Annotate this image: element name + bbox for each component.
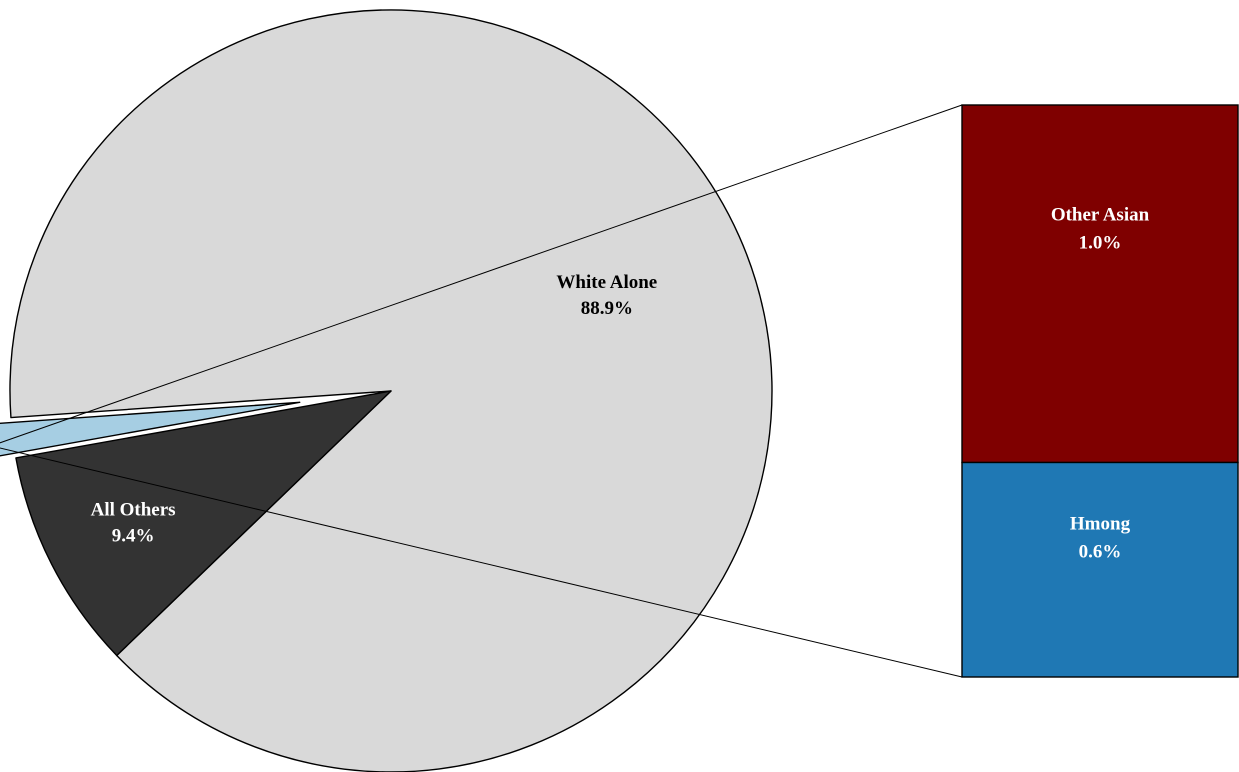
slice-label-white-alone: White Alone 88.9% (556, 272, 657, 319)
breakdown-bar (961, 104, 1239, 678)
pie (0, 9, 773, 772)
slice-label-all-others: All Others 9.4% (91, 500, 176, 547)
connector-line-bottom (0, 447, 963, 678)
connector-lines (0, 104, 963, 678)
pie-slice-all-others (15, 390, 392, 657)
bar-segment-hmong (961, 461, 1239, 678)
connector-line-top (0, 104, 963, 444)
pie-slice-asian-alone (0, 401, 301, 457)
bar-label-hmong: Hmong 0.6% (1070, 513, 1131, 562)
bar-segment-other-asian (961, 104, 1239, 464)
bar-label-other-asian: Other Asian 1.0% (1051, 205, 1150, 254)
